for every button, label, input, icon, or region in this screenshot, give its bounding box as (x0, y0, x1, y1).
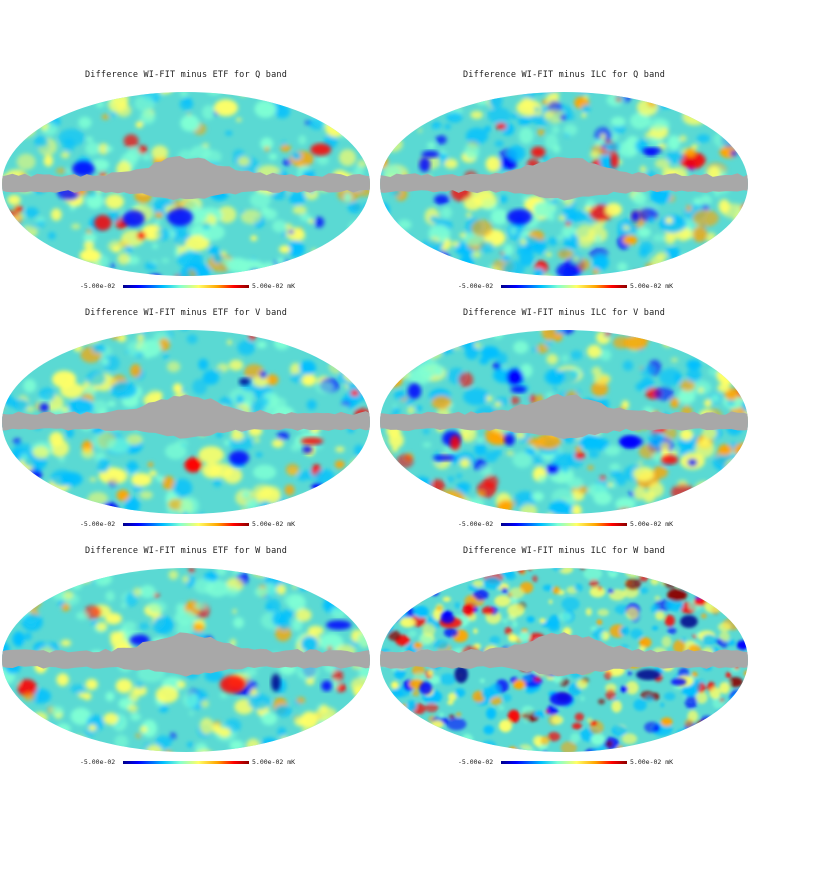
panel-title: Difference WI-FIT minus ILC for V band (462, 308, 666, 318)
map-panel-etf-q: Difference WI-FIT minus ETF for Q band -… (0, 70, 380, 300)
mollweide-map (2, 92, 370, 276)
map-panel-etf-v: Difference WI-FIT minus ETF for V band -… (0, 308, 380, 538)
galactic-mask (380, 156, 748, 201)
galactic-mask (380, 632, 748, 677)
colorbar-min-label: -5.00e-02 (80, 520, 116, 528)
mollweide-map (380, 330, 748, 514)
panel-title: Difference WI-FIT minus ETF for W band (84, 546, 288, 556)
map-panel-etf-w: Difference WI-FIT minus ETF for W band -… (0, 546, 380, 776)
map-panel-ilc-q: Difference WI-FIT minus ILC for Q band -… (378, 70, 758, 300)
colorbar-max-label: 5.00e-02 mK (252, 282, 296, 290)
colorbar: -5.00e-02 5.00e-02 mK (0, 520, 372, 530)
colorbar-gradient (501, 761, 627, 764)
mollweide-map (380, 568, 748, 752)
panel-title: Difference WI-FIT minus ILC for W band (462, 546, 666, 556)
sky-texture (380, 330, 748, 514)
colorbar: -5.00e-02 5.00e-02 mK (378, 758, 750, 768)
colorbar-gradient (501, 285, 627, 288)
colorbar-gradient (123, 523, 249, 526)
colorbar-min-label: -5.00e-02 (458, 758, 494, 766)
colorbar: -5.00e-02 5.00e-02 mK (378, 282, 750, 292)
colorbar-gradient (123, 761, 249, 764)
colorbar-max-label: 5.00e-02 mK (252, 758, 296, 766)
sky-texture (380, 92, 748, 276)
sky-texture (380, 568, 748, 752)
sky-texture (2, 92, 370, 276)
colorbar-max-label: 5.00e-02 mK (630, 282, 674, 290)
colorbar-max-label: 5.00e-02 mK (630, 520, 674, 528)
colorbar-max-label: 5.00e-02 mK (252, 520, 296, 528)
panel-title: Difference WI-FIT minus ETF for V band (84, 308, 288, 318)
colorbar-gradient (501, 523, 627, 526)
sky-texture (2, 568, 370, 752)
map-panel-ilc-w: Difference WI-FIT minus ILC for W band -… (378, 546, 758, 776)
colorbar-min-label: -5.00e-02 (80, 758, 116, 766)
map-panel-ilc-v: Difference WI-FIT minus ILC for V band -… (378, 308, 758, 538)
colorbar-min-label: -5.00e-02 (80, 282, 116, 290)
colorbar: -5.00e-02 5.00e-02 mK (0, 758, 372, 768)
colorbar-min-label: -5.00e-02 (458, 282, 494, 290)
panel-title: Difference WI-FIT minus ETF for Q band (84, 70, 288, 80)
mollweide-map (380, 92, 748, 276)
mollweide-map (2, 330, 370, 514)
colorbar-gradient (123, 285, 249, 288)
galactic-mask (2, 156, 370, 200)
galactic-mask (380, 393, 748, 439)
colorbar: -5.00e-02 5.00e-02 mK (0, 282, 372, 292)
colorbar-max-label: 5.00e-02 mK (630, 758, 674, 766)
colorbar-min-label: -5.00e-02 (458, 520, 494, 528)
sky-texture (2, 330, 370, 514)
colorbar: -5.00e-02 5.00e-02 mK (378, 520, 750, 530)
galactic-mask (2, 632, 370, 677)
galactic-mask (2, 394, 370, 439)
mollweide-map (2, 568, 370, 752)
panel-title: Difference WI-FIT minus ILC for Q band (462, 70, 666, 80)
